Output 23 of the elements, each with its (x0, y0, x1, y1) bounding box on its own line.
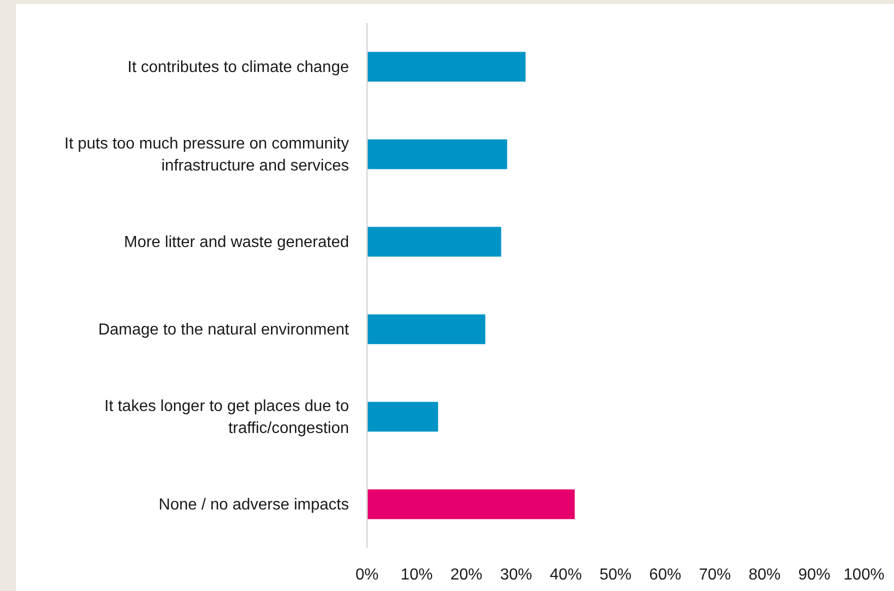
y-tick-label: It takes longer to get places due to traffic/congestion (104, 397, 350, 436)
bar (367, 139, 508, 170)
x-tick-label: 40% (550, 566, 582, 584)
bar (367, 226, 502, 257)
x-tick-label: 10% (400, 566, 433, 584)
x-tick-label: 90% (798, 566, 830, 584)
x-tick-label: 80% (748, 566, 781, 584)
y-tick-label: Damage to the natural environment (98, 320, 350, 338)
y-tick-label: It puts too much pressure on community infrastructure and services (64, 134, 349, 174)
y-tick-label: It contributes to climate change (128, 58, 350, 76)
bar (367, 314, 486, 344)
y-tick-label: More litter and waste generated (124, 233, 349, 250)
x-tick-label: 0% (355, 566, 379, 584)
bar (367, 402, 438, 432)
y-tick-label: None / no adverse impacts (158, 496, 349, 513)
x-tick-label: 50% (599, 566, 632, 584)
x-tick-label: 100% (844, 566, 884, 584)
bar (367, 489, 575, 520)
bar (367, 52, 526, 82)
x-tick-label: 60% (649, 566, 682, 584)
x-tick-label: 20% (450, 566, 482, 584)
x-tick-label: 70% (698, 566, 731, 584)
x-tick-label: 30% (500, 566, 532, 584)
